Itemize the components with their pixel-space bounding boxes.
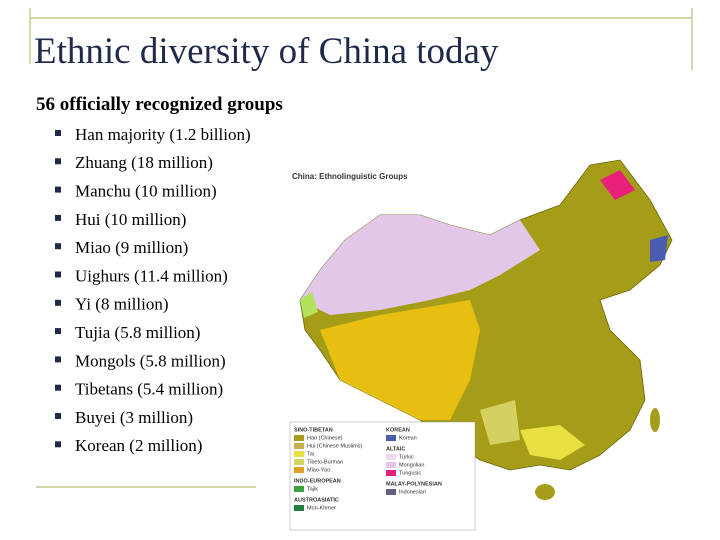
map-tai xyxy=(520,425,585,460)
bullet-text: Tujia (5.8 million) xyxy=(75,323,200,342)
legend-swatch xyxy=(294,459,304,465)
map-tungusic xyxy=(600,170,635,200)
legend-item: Hui (Chinese Muslims) xyxy=(307,443,362,449)
map-tibeto-burman xyxy=(480,400,520,445)
map-legend-box xyxy=(289,421,476,531)
map-korean xyxy=(650,235,668,262)
legend-swatch xyxy=(386,462,396,468)
bullet-marker xyxy=(55,413,61,419)
bullet-text: Yi (8 million) xyxy=(75,295,169,314)
legend-swatch xyxy=(294,467,304,473)
legend-item: Tai xyxy=(307,451,314,457)
legend-item: Tungusic xyxy=(399,470,421,476)
bullet-text: Buyei (3 million) xyxy=(75,408,193,427)
legend-item: Miao-Yao xyxy=(307,467,330,473)
bullet-marker xyxy=(55,243,61,250)
bullet-marker xyxy=(55,328,61,335)
legend-group: ALTAIC xyxy=(386,446,405,452)
legend-swatch xyxy=(294,451,304,457)
subtitle: 56 officially recognized groups xyxy=(36,94,283,115)
legend-item: Korean xyxy=(399,435,417,441)
slide-title: Ethnic diversity of China today xyxy=(34,31,499,72)
bullet-marker xyxy=(55,441,61,448)
legend-group: KOREAN xyxy=(386,427,410,433)
bullet-text: Tibetans (5.4 million) xyxy=(75,380,223,399)
map-tibetan xyxy=(320,300,480,420)
bullet-text: Uighurs (11.4 million) xyxy=(75,266,228,285)
legend-item: Indonesian xyxy=(399,489,426,495)
bullet-text: Miao (9 million) xyxy=(75,238,188,257)
bullet-marker xyxy=(55,214,61,221)
bullet-marker xyxy=(55,271,61,278)
map-title: China: Ethnolinguistic Groups xyxy=(292,172,408,181)
legend-group: SINO-TIBETAN xyxy=(294,427,333,433)
bullet-marker xyxy=(55,299,61,306)
legend-item: Tajik xyxy=(307,486,318,492)
bullet-text: Zhuang (18 million) xyxy=(75,153,213,172)
bullet-text: Hui (10 million) xyxy=(75,210,186,229)
legend-item: Tibeto-Burman xyxy=(307,459,343,465)
map-hainan xyxy=(535,484,555,500)
legend-swatch xyxy=(294,435,304,441)
ethnic-map: China: Ethnolinguistic Groups SINO-TIBET… xyxy=(289,159,673,531)
legend-group: INDO-EUROPEAN xyxy=(294,478,341,484)
legend-group: AUSTROASIATIC xyxy=(294,497,339,503)
bullet-marker xyxy=(55,158,61,165)
legend-item: Mongolian xyxy=(399,462,424,468)
legend-item: Mon-Khmer xyxy=(307,505,336,511)
bullet-text: Han majority (1.2 billion) xyxy=(75,125,251,144)
legend-swatch xyxy=(294,486,304,492)
legend-swatch xyxy=(294,443,304,449)
map-turkic-mongolian xyxy=(300,215,540,315)
map-taiwan xyxy=(650,408,660,432)
map-tajik xyxy=(300,292,318,318)
legend-swatch xyxy=(386,489,396,495)
legend-swatch xyxy=(386,454,396,460)
bullet-text: Korean (2 million) xyxy=(75,436,202,455)
legend-swatch xyxy=(386,470,396,476)
legend-item: Han (Chinese) xyxy=(307,435,343,441)
legend-item: Turkic xyxy=(399,454,414,460)
bullet-marker xyxy=(55,384,61,391)
legend-group: MALAY-POLYNESIAN xyxy=(386,481,442,487)
legend-swatch xyxy=(386,435,396,441)
bullet-marker xyxy=(55,130,61,136)
bullet-text: Mongols (5.8 million) xyxy=(75,351,226,370)
bullet-marker xyxy=(55,356,61,363)
bullet-marker xyxy=(55,186,61,193)
legend-swatch xyxy=(294,505,304,511)
bullet-text: Manchu (10 million) xyxy=(75,182,217,201)
